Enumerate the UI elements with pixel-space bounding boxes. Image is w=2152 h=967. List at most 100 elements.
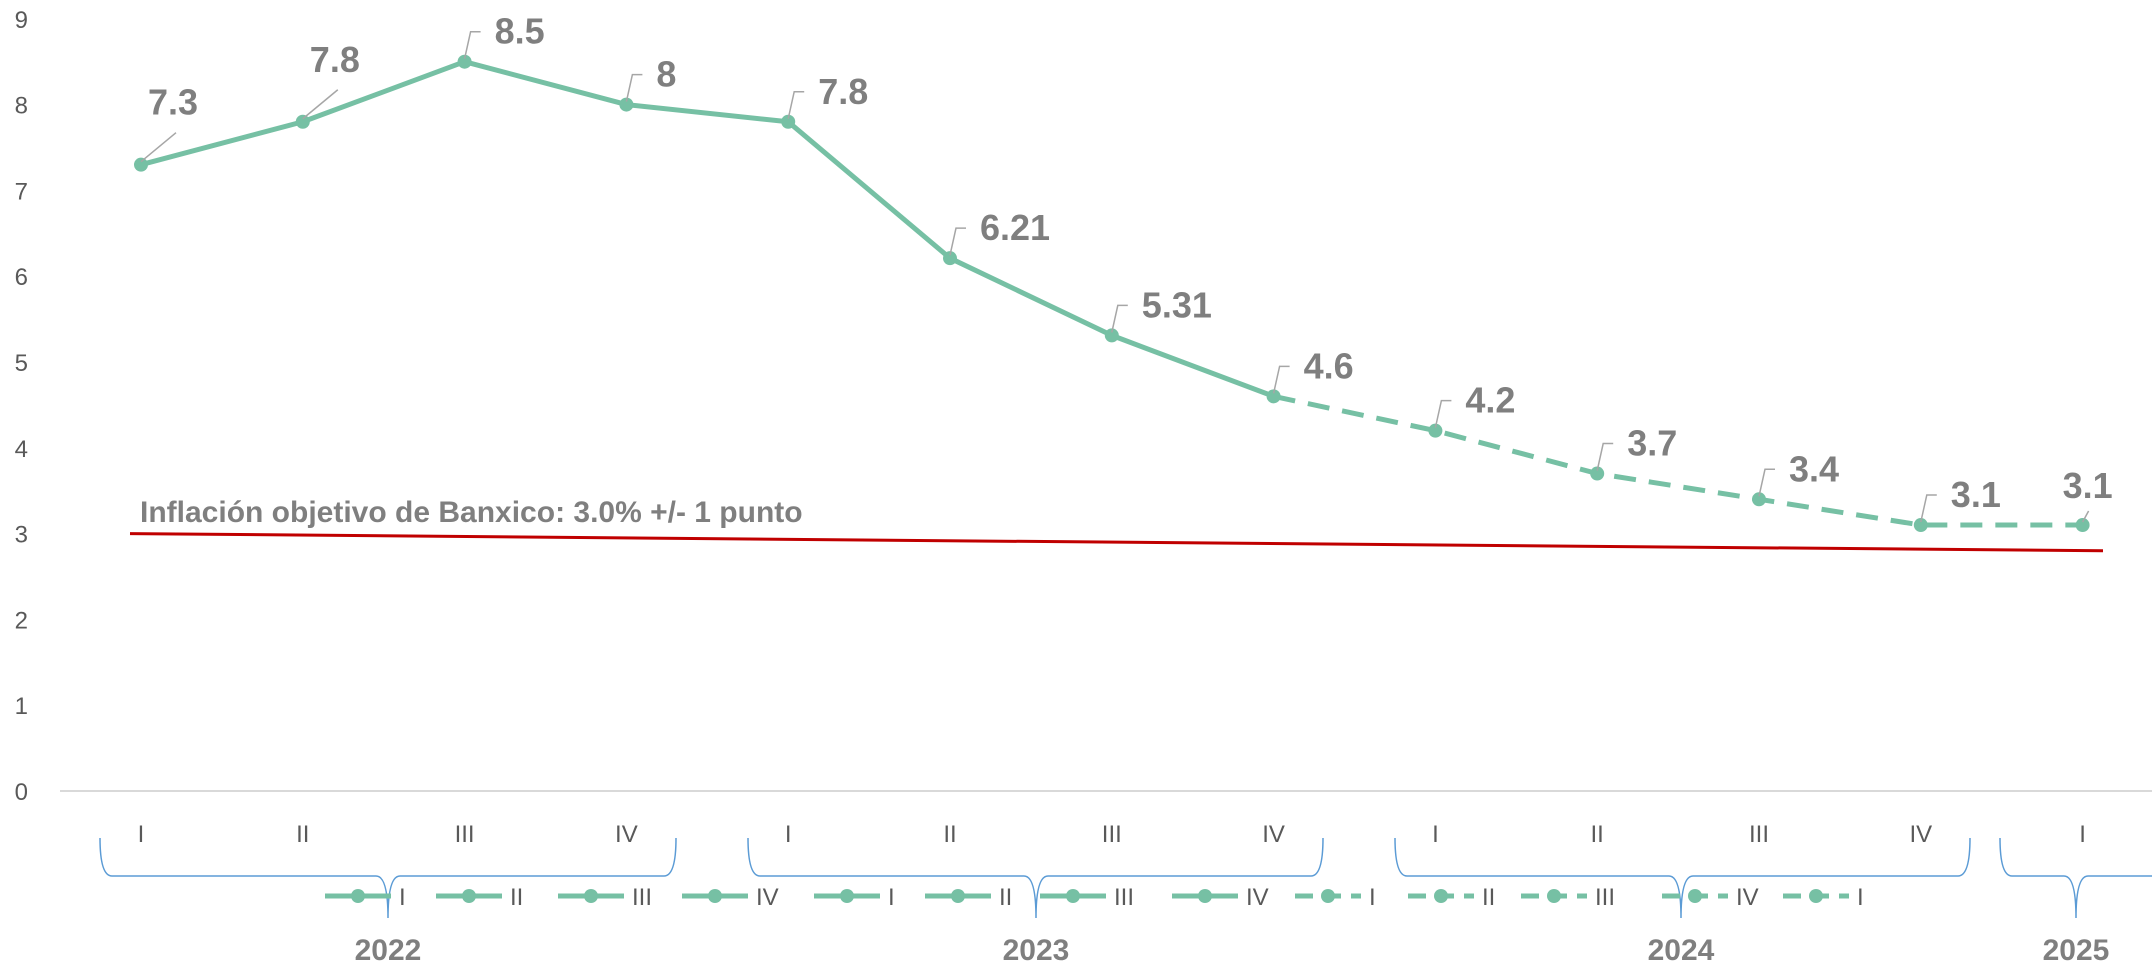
target-line-group: Inflación objetivo de Banxico: 3.0% +/- … <box>129 496 2104 553</box>
year-bracket <box>1999 837 2152 919</box>
x-tick-quarter: II <box>1591 821 1604 848</box>
legend-entry-label: III <box>1114 884 1134 911</box>
y-tick-label: 5 <box>15 350 28 377</box>
legend-swatch-marker <box>1809 889 1823 903</box>
y-tick-label: 8 <box>15 93 28 120</box>
year-bracket <box>1394 837 1971 919</box>
legend-entry-label: IV <box>756 884 779 911</box>
legend-entry-label: III <box>1595 884 1615 911</box>
x-tick-year: 2024 <box>1648 934 1715 967</box>
legend-swatch-marker <box>840 889 854 903</box>
legend-swatch-marker <box>584 889 598 903</box>
legend-entry-label: II <box>510 884 523 911</box>
data-label: 7.3 <box>148 82 198 123</box>
x-tick-year: 2022 <box>355 934 422 967</box>
data-label: 5.31 <box>1142 284 1212 325</box>
x-tick-quarter: III <box>1102 821 1122 848</box>
legend-swatch-marker <box>1198 889 1212 903</box>
x-tick-quarter: I <box>785 821 792 848</box>
x-tick-quarter: IV <box>1262 821 1285 848</box>
year-bracket <box>747 837 1324 919</box>
y-tick-label: 4 <box>15 436 28 463</box>
legend-swatch-marker <box>1066 889 1080 903</box>
data-label-leader <box>140 132 177 163</box>
data-label-leader <box>2081 510 2090 523</box>
y-tick-label: 2 <box>15 607 28 634</box>
data-point <box>1913 518 1928 533</box>
legend-entry-label: II <box>999 884 1012 911</box>
series-line-solid <box>140 59 1275 399</box>
data-label-leader <box>463 30 481 59</box>
data-point <box>619 97 634 112</box>
data-point <box>943 251 957 266</box>
x-tick-quarter: II <box>296 821 309 848</box>
data-point <box>1590 466 1605 481</box>
data-label: 4.2 <box>1465 380 1515 421</box>
legend-swatch-marker <box>1688 889 1702 903</box>
y-tick-label: 3 <box>15 522 28 549</box>
x-tick-year: 2025 <box>2043 934 2110 967</box>
series-group: 7.3 7.8 8.5 8 7.8 6.21 5.31 4.6 4.2 3.7 3.4 3.1 3.1 <box>134 11 2113 533</box>
data-label-leader <box>1758 468 1775 497</box>
legend-entry-label: II <box>1482 884 1495 911</box>
legend-swatch-marker <box>1434 889 1448 903</box>
legend-swatch-marker <box>951 889 965 903</box>
data-point <box>2075 518 2090 533</box>
data-label: 3.4 <box>1789 448 1839 489</box>
legend-swatch-marker <box>1321 889 1335 903</box>
data-point <box>295 114 310 129</box>
x-tick-quarter: I <box>2079 821 2086 848</box>
x-tick-quarter: III <box>455 821 475 848</box>
data-label: 4.6 <box>1304 345 1354 386</box>
data-label-leader <box>302 89 339 120</box>
legend-entry-label: I <box>399 884 406 911</box>
data-label-leader <box>787 91 805 119</box>
y-tick-label: 9 <box>15 7 28 34</box>
data-label: 3.1 <box>1951 474 2001 515</box>
legend-entry-label: IV <box>1246 884 1269 911</box>
data-label: 7.8 <box>310 39 360 80</box>
data-label-leader <box>1272 365 1290 394</box>
x-tick-quarter: I <box>1432 821 1439 848</box>
legend-swatch-marker <box>708 889 722 903</box>
data-label-leader <box>1111 304 1128 333</box>
data-label-leader <box>625 73 643 102</box>
data-label: 8 <box>656 54 676 95</box>
data-label-leader <box>1920 494 1937 523</box>
y-tick-label: 6 <box>15 264 28 291</box>
data-point <box>781 114 796 129</box>
data-label: 6.21 <box>980 207 1050 248</box>
y-tick-label: 1 <box>15 693 28 720</box>
data-label: 3.1 <box>2063 465 2113 506</box>
legend-entry-label: III <box>632 884 652 911</box>
target-line-label: Inflación objetivo de Banxico: 3.0% +/- … <box>140 496 803 529</box>
legend: I II III IV I II III IV I II III IV I <box>325 884 1864 911</box>
data-point <box>1266 389 1281 404</box>
target-line <box>129 532 2104 553</box>
y-tick-label: 0 <box>15 779 28 806</box>
legend-entry-label: I <box>1369 884 1376 911</box>
x-tick-quarter: III <box>1749 821 1769 848</box>
x-tick-quarter: II <box>943 821 956 848</box>
legend-swatch-marker <box>462 889 476 903</box>
y-axis: 0 1 2 3 4 5 6 7 8 9 <box>15 7 28 806</box>
legend-entry-label: I <box>1857 884 1864 911</box>
data-point <box>457 54 472 69</box>
data-label: 7.8 <box>818 71 868 112</box>
x-tick-year: 2023 <box>1003 934 1070 967</box>
data-point <box>1752 492 1766 507</box>
data-label: 8.5 <box>495 11 545 52</box>
data-label-leader <box>949 227 966 256</box>
data-label: 3.7 <box>1627 423 1677 464</box>
legend-entry-label: IV <box>1736 884 1759 911</box>
legend-swatch-marker <box>351 889 365 903</box>
legend-entry-label: I <box>888 884 895 911</box>
y-tick-label: 7 <box>15 178 28 205</box>
x-tick-quarter: I <box>138 821 145 848</box>
data-point <box>1104 328 1119 343</box>
data-label-leader <box>1596 442 1614 471</box>
x-tick-quarter: IV <box>1909 821 1932 848</box>
data-point <box>134 157 148 172</box>
